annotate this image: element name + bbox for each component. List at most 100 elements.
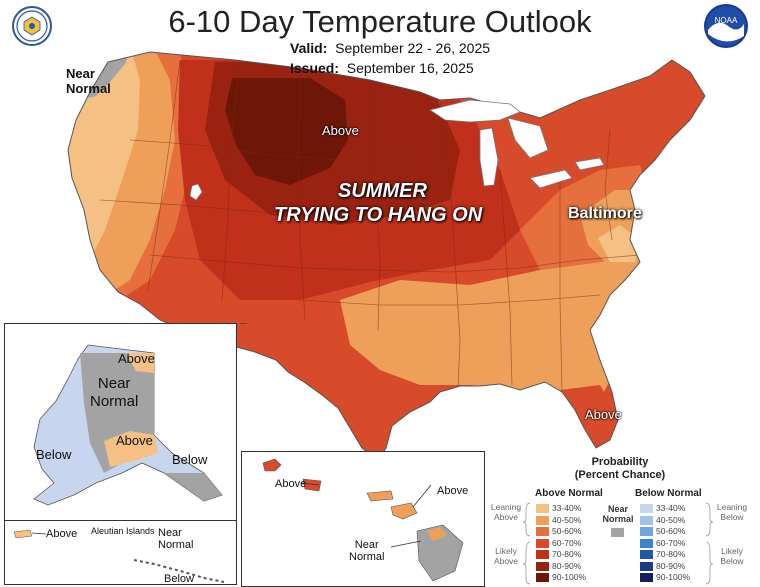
hawaii-inset [241, 451, 485, 587]
aleutian-near-line1: Near [158, 527, 182, 539]
legend-near-normal: Near Normal [600, 504, 636, 524]
legend: Probability (Percent Chance) Above Norma… [480, 456, 760, 587]
noaa-icon: NOAA [706, 6, 746, 46]
near-normal-swatch [611, 528, 624, 537]
legend-above-swatch-label: 40-50% [552, 514, 582, 525]
legend-leaning-above: Leaning Above [486, 502, 526, 522]
legend-below-swatch [640, 515, 653, 525]
hi-near-line2: Normal [349, 551, 385, 563]
zone-above-50-60-west-band [100, 52, 195, 300]
zone-above-60-70-florida [560, 385, 620, 445]
near-normal-nw-line2: Normal [66, 81, 111, 96]
likely-below-line2: Below [720, 556, 744, 566]
maui [390, 502, 418, 520]
hi-above-east-label: Above [437, 485, 469, 497]
alaska-above-north [126, 353, 154, 373]
likely-below-line1: Likely [721, 546, 743, 556]
ak-above-south-label: Above [116, 433, 153, 448]
legend-leaning-below: Leaning Below [710, 502, 754, 522]
alaska-panhandle [164, 473, 222, 501]
above-florida-label: Above [585, 407, 622, 422]
legend-below-swatch [640, 561, 653, 571]
legend-below-swatch [640, 550, 653, 559]
legend-below-header: Below Normal [635, 488, 702, 499]
near-normal-line2: Normal [602, 514, 634, 524]
aleutian-inset [4, 520, 237, 585]
hi-near-normal-label: Near Normal [349, 539, 384, 563]
baltimore-label: Baltimore [568, 205, 642, 222]
leaning-below-line1: Leaning [716, 502, 748, 512]
legend-above-swatch [536, 504, 549, 513]
legend-below-swatch-label: 33-40% [656, 503, 686, 513]
legend-above-header: Above Normal [535, 488, 603, 499]
legend-title-line1: Probability [591, 456, 649, 468]
valid-line: Valid: September 22 - 26, 2025 [290, 40, 490, 56]
legend-above-swatch-label: 80-90% [552, 560, 582, 571]
ak-near-normal-label: Near Normal [90, 375, 138, 411]
page-title: 6-10 Day Temperature Outlook [168, 4, 592, 39]
legend-above-swatch [536, 527, 549, 536]
aleutian-islands-label: Aleutian Islands [91, 526, 155, 536]
likely-above-line1: Likely [495, 546, 517, 556]
big-island [416, 524, 464, 582]
legend-above-swatch [536, 538, 549, 548]
hi-near-line1: Near [354, 539, 379, 551]
near-normal-line1: Near [607, 504, 628, 514]
kauai [262, 458, 282, 472]
legend-above-swatch [536, 573, 549, 582]
ak-below-east-label: Below [172, 452, 208, 467]
legend-below-swatch-label: 80-90% [656, 560, 686, 571]
legend-below-swatch [640, 538, 653, 548]
legend-title: Probability (Percent Chance) [480, 456, 760, 482]
legend-above-swatch-label: 50-60% [552, 526, 582, 536]
legend-below-swatch [640, 527, 653, 536]
above-center-label: Above [322, 123, 359, 138]
valid-label: Valid: [290, 40, 328, 56]
aleutian-below-label: Below [164, 573, 194, 585]
alaska-above-south [104, 431, 158, 467]
ak-near-normal-line1: Near [97, 375, 131, 392]
legend-below-swatch-label: 90-100% [656, 572, 691, 582]
hi-above-west-label: Above [275, 478, 307, 490]
valid-value: September 22 - 26, 2025 [335, 40, 491, 56]
legend-below-swatch-label: 70-80% [656, 549, 686, 559]
seal-icon [16, 10, 48, 42]
legend-above-swatch-label: 33-40% [552, 503, 582, 513]
legend-above-swatch-label: 70-80% [552, 549, 582, 559]
aleutian-above-label: Above [46, 528, 78, 540]
leaning-below-line2: Below [720, 512, 744, 522]
noaa-logo: NOAA [704, 4, 748, 48]
legend-below-swatch [640, 573, 653, 582]
annotation-line1: SUMMER [338, 180, 427, 202]
near-normal-nw-line1: Near [66, 66, 95, 81]
legend-likely-below: Likely Below [710, 546, 754, 566]
legend-below-swatch-label: 50-60% [656, 526, 686, 536]
leaning-above-line1: Leaning [490, 502, 522, 512]
ak-near-normal-line2: Normal [90, 393, 139, 410]
zone-above-40-50-south [340, 255, 645, 400]
legend-title-line2: (Percent Chance) [574, 469, 666, 481]
zone-above-33-40-coast [68, 52, 140, 260]
maui-group [366, 490, 394, 502]
likely-above-line2: Above [493, 556, 519, 566]
zone-above-33-40-baltimore [598, 225, 640, 262]
annotation-line2: TRYING TO HANG ON [274, 204, 483, 226]
issued-line: Issued: September 16, 2025 [290, 60, 474, 76]
legend-above-swatch-label: 60-70% [552, 537, 582, 548]
alaska-inset [4, 323, 247, 523]
legend-above-swatch [536, 550, 549, 559]
legend-likely-above: Likely Above [486, 546, 526, 566]
legend-above-swatch [536, 515, 549, 525]
near-normal-nw-label: Near Normal [66, 66, 111, 96]
issued-label: Issued: [290, 60, 340, 76]
aleutian-near-normal-label: Near Normal [158, 527, 193, 551]
issued-value: September 16, 2025 [346, 60, 474, 76]
ak-above-north-label: Above [118, 351, 155, 366]
legend-below-swatch-label: 40-50% [656, 514, 686, 525]
legend-below-swatch [640, 504, 653, 513]
ak-below-west-label: Below [36, 447, 72, 462]
great-lakes [429, 99, 605, 189]
doc-seal-logo [12, 6, 52, 46]
oahu [302, 478, 322, 492]
